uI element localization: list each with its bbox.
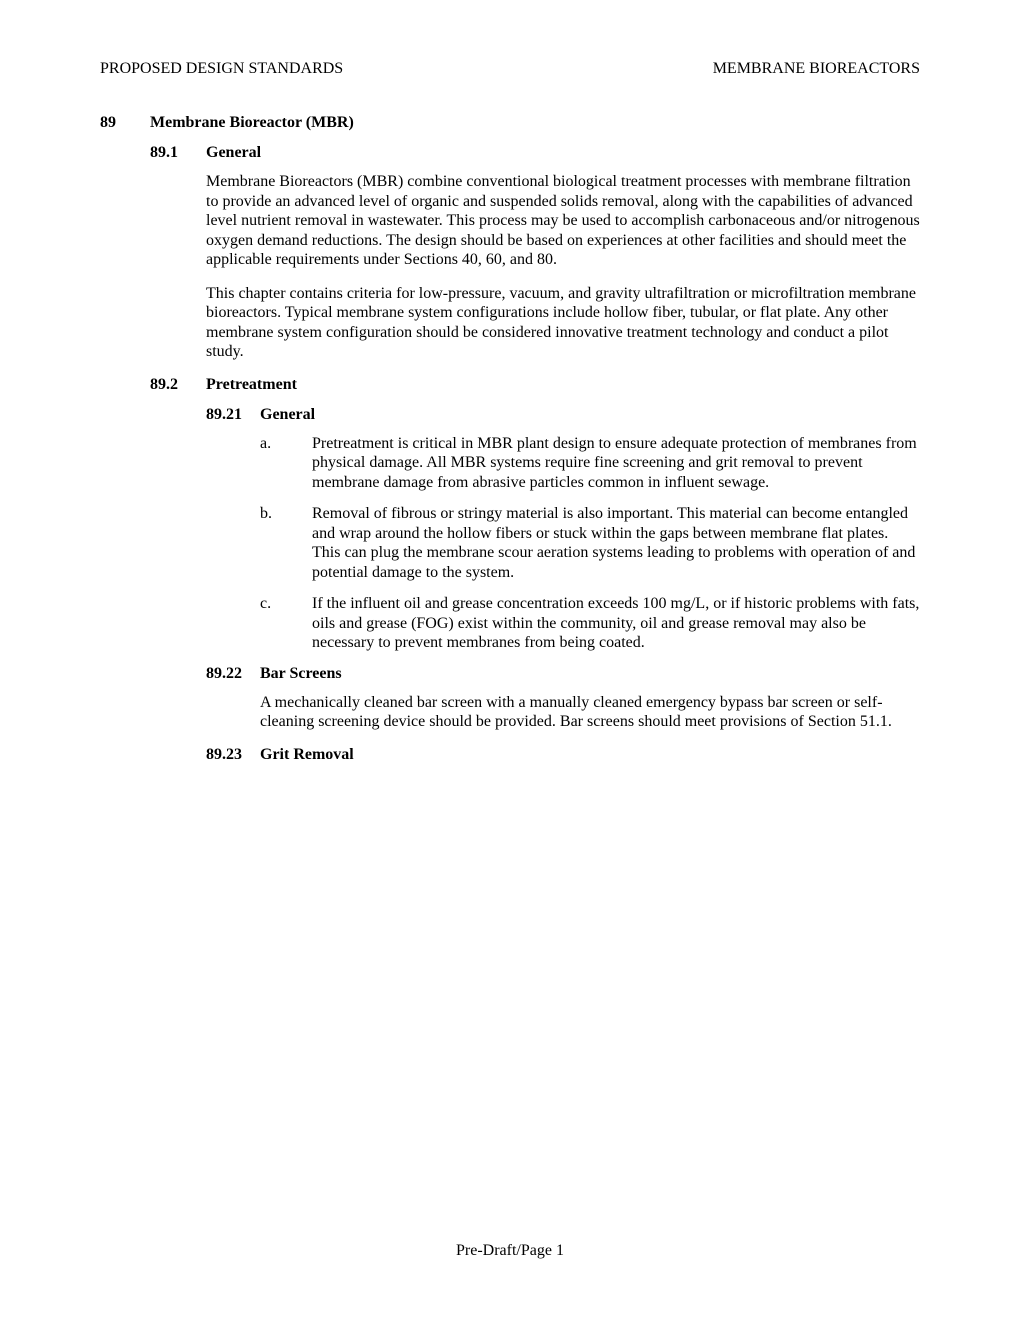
page-header: PROPOSED DESIGN STANDARDS MEMBRANE BIORE… [100,60,920,78]
section-892-row: 89.2 Pretreatment [150,376,920,394]
paragraph-891-1: Membrane Bioreactors (MBR) combine conve… [206,172,920,270]
subsubsection-title: Grit Removal [260,746,354,764]
subsection-number: 89.1 [150,144,206,162]
subsubsection-title: Bar Screens [260,665,342,683]
subsubsection-number: 89.21 [206,406,260,424]
page-footer: Pre-Draft/Page 1 [0,1242,1020,1260]
list-item-b: b. Removal of fibrous or stringy materia… [260,504,920,582]
subsection-number: 89.2 [150,376,206,394]
header-right: MEMBRANE BIOREACTORS [713,60,920,78]
subsection-title: Pretreatment [206,376,297,394]
list-text: Removal of fibrous or stringy material i… [312,504,920,582]
section-title: Membrane Bioreactor (MBR) [150,114,354,132]
subsubsection-number: 89.23 [206,746,260,764]
list-item-c: c. If the influent oil and grease concen… [260,594,920,653]
section-8923-row: 89.23 Grit Removal [206,746,920,764]
section-number: 89 [100,114,150,132]
list-item-a: a. Pretreatment is critical in MBR plant… [260,434,920,493]
subsubsection-title: General [260,406,315,424]
section-8921-row: 89.21 General [206,406,920,424]
document-page: PROPOSED DESIGN STANDARDS MEMBRANE BIORE… [0,0,1020,1320]
subsection-title: General [206,144,261,162]
section-89-row: 89 Membrane Bioreactor (MBR) [100,114,920,132]
list-letter: b. [260,504,312,582]
paragraph-891-2: This chapter contains criteria for low-p… [206,284,920,362]
section-8922-row: 89.22 Bar Screens [206,665,920,683]
list-letter: a. [260,434,312,493]
list-text: If the influent oil and grease concentra… [312,594,920,653]
header-left: PROPOSED DESIGN STANDARDS [100,60,343,78]
subsubsection-number: 89.22 [206,665,260,683]
list-text: Pretreatment is critical in MBR plant de… [312,434,920,493]
paragraph-8922-1: A mechanically cleaned bar screen with a… [260,693,920,732]
section-891-row: 89.1 General [150,144,920,162]
list-letter: c. [260,594,312,653]
